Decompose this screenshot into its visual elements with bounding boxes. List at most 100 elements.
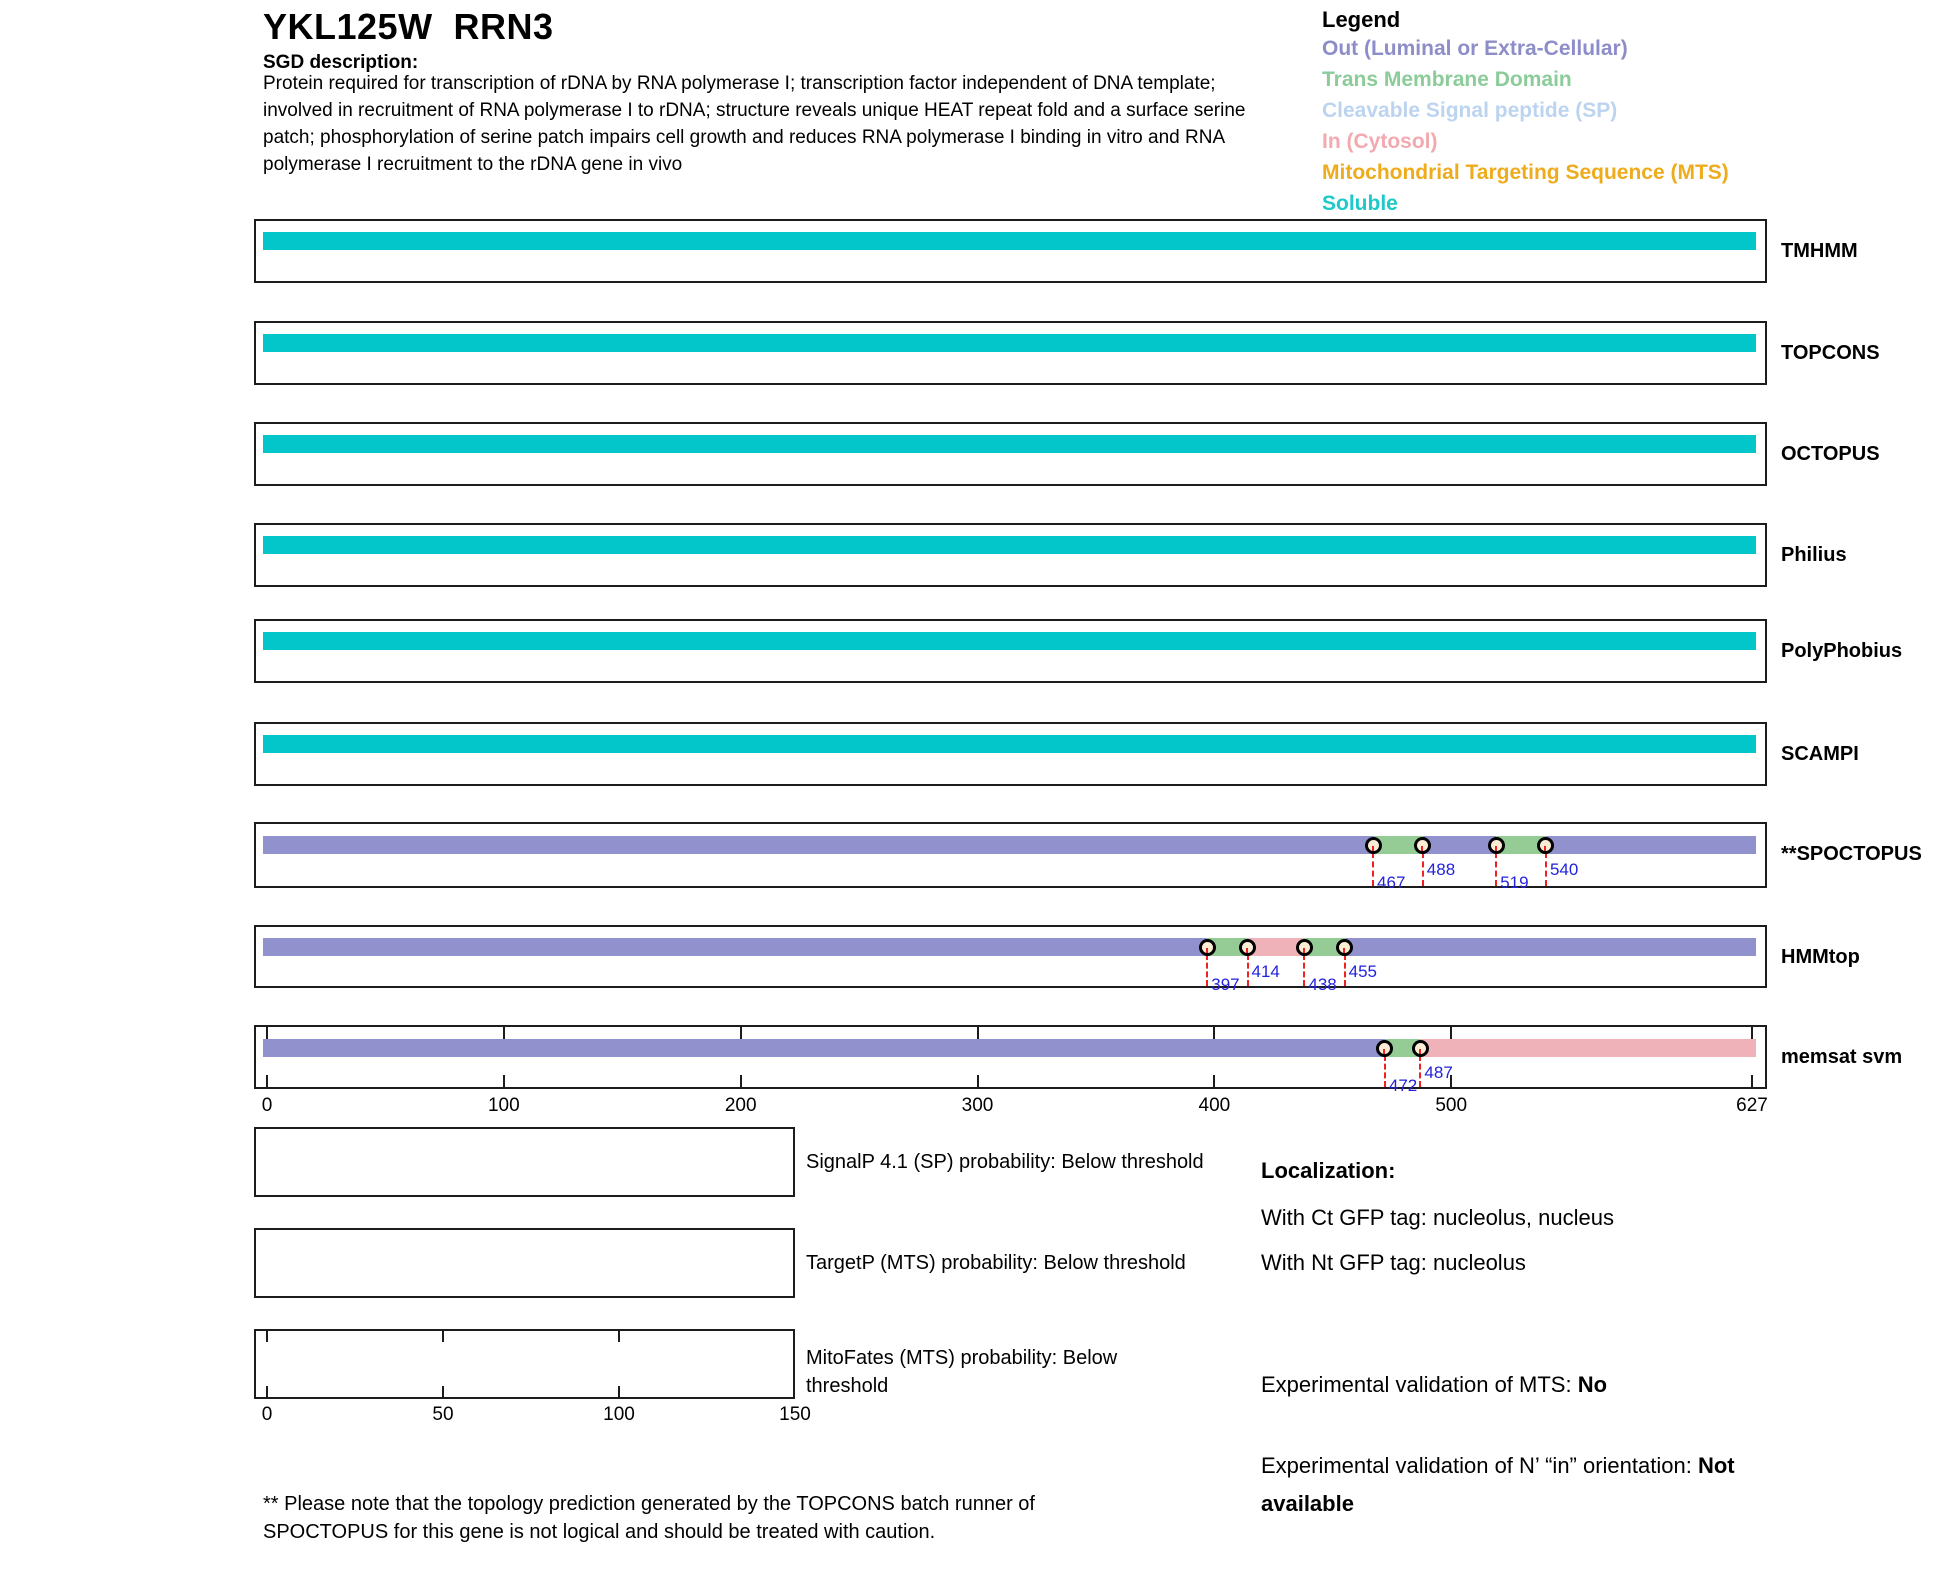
legend-item-4: In (Cytosol) [1322,130,1438,153]
marker-red-tick [1421,845,1424,851]
boundary-marker [1239,938,1257,956]
axis-tick [502,1075,505,1087]
legend-item-6: Soluble [1322,192,1398,215]
segment-tm [1384,1039,1421,1057]
track-box-TMHMM [254,219,1767,283]
axis-tick [1213,1027,1216,1039]
boundary-position-label: 397 [1211,975,1240,994]
marker-red-tick [1205,947,1208,953]
marker-red-tick [1418,1048,1421,1054]
orientation-validation-value: Not available [1261,1453,1735,1516]
mitofates-axis-label: 100 [603,1404,635,1425]
track-label-PolyPhobius: PolyPhobius [1781,640,1903,662]
orientation-validation-line: Experimental validation of N’ “in” orien… [1261,1447,1766,1523]
mitofates-axis-label: 50 [432,1404,454,1425]
marker-red-tick [1343,947,1346,953]
track-box-memsat-svm [254,1025,1767,1089]
boundary-dashline [1372,852,1375,886]
boundary-dashline [1343,954,1346,986]
boundary-marker [1198,938,1216,956]
axis-tick [976,1075,979,1087]
boundary-marker [1537,836,1555,854]
boundary-position-label: 414 [1251,962,1280,981]
mitofates-axis-label: 150 [779,1404,811,1425]
axis-tick [618,1386,620,1397]
axis-tick [739,1075,742,1087]
localization-title: Localization: [1261,1158,1396,1183]
track-box--SPOCTOPUS [254,822,1767,888]
segment-out [1344,938,1756,956]
residue-axis-label: 400 [1198,1095,1231,1116]
segment-soluble [263,632,1756,650]
localization-nt-gfp: With Nt GFP tag: nucleolus [1261,1250,1526,1275]
segment-soluble [263,435,1756,453]
boundary-position-label: 488 [1426,860,1456,879]
mts-validation-line: Experimental validation of MTS: No [1261,1372,1607,1398]
boundary-position-label: 455 [1348,962,1377,981]
segment-tm [1304,938,1345,956]
boundary-dashline [1421,852,1424,886]
mts-validation-value: No [1577,1372,1608,1397]
orientation-validation-label: Experimental validation of N’ “in” orien… [1261,1453,1698,1478]
legend-item-2: Trans Membrane Domain [1322,68,1572,91]
track-label-OCTOPUS: OCTOPUS [1781,443,1880,465]
probability-panel-1 [254,1127,795,1197]
legend-item-3: Cleavable Signal peptide (SP) [1322,99,1618,122]
boundary-marker [1411,1039,1429,1057]
axis-tick [442,1386,444,1397]
legend-item-5: Mitochondrial Targeting Sequence (MTS) [1322,161,1729,184]
marker-red-tick [1246,947,1249,953]
boundary-marker [1364,836,1382,854]
axis-tick [266,1386,268,1397]
residue-axis-label: 0 [261,1095,273,1116]
track-box-Philius [254,523,1767,587]
segment-out [263,938,1208,956]
segment-tm [1496,836,1546,854]
boundary-marker [1414,836,1432,854]
axis-tick [266,1331,268,1342]
track-label-TMHMM: TMHMM [1781,240,1858,262]
track-box-PolyPhobius [254,619,1767,683]
legend-title: Legend [1322,7,1401,32]
marker-red-tick [1302,947,1305,953]
residue-axis-label: 627 [1736,1095,1768,1116]
boundary-position-label: 519 [1500,873,1529,892]
track-label-Philius: Philius [1781,544,1847,566]
segment-soluble [263,334,1756,352]
segment-tm [1373,836,1423,854]
axis-tick [1751,1027,1753,1039]
residue-axis-label: 300 [961,1095,994,1116]
probability-panel-label-1: SignalP 4.1 (SP) probability: Below thre… [806,1151,1204,1173]
segment-in [1247,938,1305,956]
boundary-position-label: 467 [1377,873,1406,892]
sgd-description-label: SGD description: [263,52,419,73]
track-label-SCAMPI: SCAMPI [1781,743,1859,765]
probability-panel-2 [254,1228,795,1298]
marker-red-tick [1544,845,1547,851]
boundary-marker [1295,938,1313,956]
segment-out [1422,836,1497,854]
boundary-position-label: 438 [1308,975,1337,994]
track-box-SCAMPI [254,722,1767,786]
track-label-TOPCONS: TOPCONS [1781,342,1880,364]
axis-tick [739,1027,742,1039]
axis-tick [618,1331,620,1342]
axis-tick [976,1027,979,1039]
probability-panel-label-2: TargetP (MTS) probability: Below thresho… [806,1252,1186,1274]
track-label-memsat-svm: memsat svm [1781,1046,1903,1068]
track-label--SPOCTOPUS: **SPOCTOPUS [1781,843,1922,865]
axis-tick [1450,1027,1453,1039]
axis-tick [1213,1075,1216,1087]
segment-out [1545,836,1756,854]
boundary-dashline [1383,1055,1386,1087]
axis-tick [1751,1075,1753,1087]
track-label-HMMtop: HMMtop [1781,946,1860,968]
segment-soluble [263,735,1756,753]
boundary-marker [1376,1039,1394,1057]
localization-ct-gfp: With Ct GFP tag: nucleolus, nucleus [1261,1205,1614,1230]
segment-out [263,1039,1385,1057]
marker-red-tick [1371,845,1374,851]
boundary-dashline [1495,852,1498,886]
probability-panel-3 [254,1329,795,1399]
